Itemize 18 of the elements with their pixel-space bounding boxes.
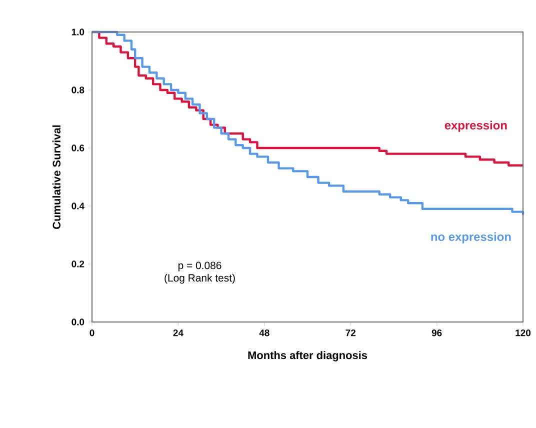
x-tick-label: 24 — [173, 330, 184, 336]
series-label: no expression — [431, 232, 511, 244]
y-tick-label: 0.8 — [72, 86, 84, 94]
y-tick-label: 1.0 — [72, 28, 84, 36]
y-tick-label: 0.2 — [72, 260, 84, 268]
y-tick-label: 0.0 — [72, 318, 84, 326]
x-tick-label: 48 — [259, 330, 270, 336]
y-tick-label: 0.6 — [72, 144, 84, 152]
series-label: expression — [444, 120, 507, 132]
x-tick-label: 72 — [346, 330, 356, 336]
y-axis-title: Cumulative Survival — [52, 125, 60, 229]
x-tick-label: 96 — [432, 330, 442, 336]
annotation: p = 0.086 — [178, 262, 222, 272]
x-tick-label: 120 — [516, 330, 531, 336]
annotation: (Log Rank test) — [164, 274, 235, 284]
y-tick-label: 0.4 — [72, 202, 84, 210]
x-axis-title: Months after diagnosis — [248, 351, 368, 362]
x-tick-label: 0 — [90, 330, 94, 336]
